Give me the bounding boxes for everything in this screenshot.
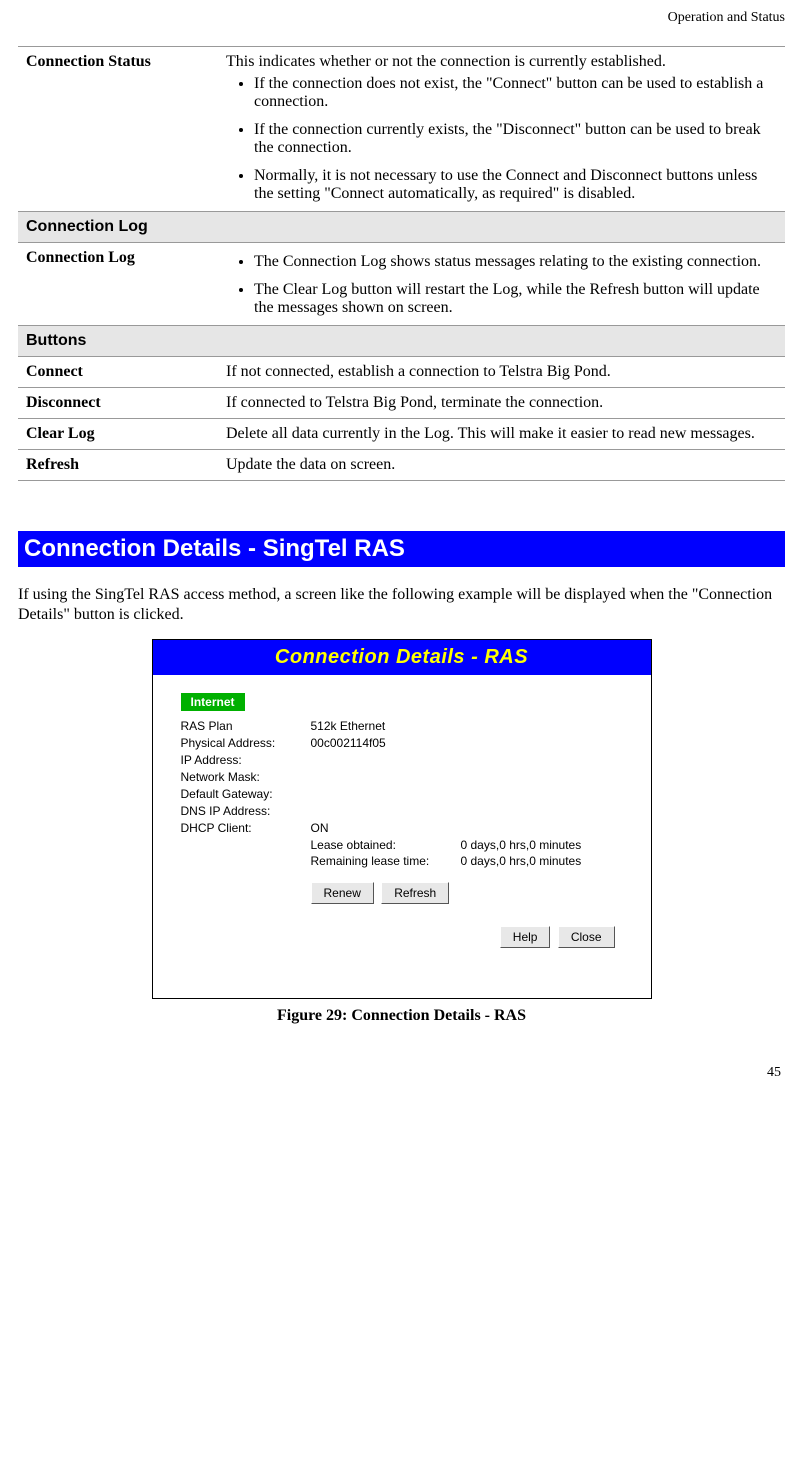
bullet: The Clear Log button will restart the Lo… [254,281,777,317]
row-label: Refresh [18,450,218,481]
lease-block: Lease obtained: 0 days,0 hrs,0 minutes R… [311,838,623,868]
field-row: Default Gateway: [181,787,623,801]
field-key: DNS IP Address: [181,804,311,818]
table-row: Connection Status This indicates whether… [18,47,785,212]
page-header-section: Operation and Status [18,0,785,46]
definitions-table: Connection Status This indicates whether… [18,46,785,481]
row-desc: This indicates whether or not the connec… [218,47,785,212]
button-row-2: Help Close [181,918,623,948]
row-desc: If connected to Telstra Big Pond, termin… [218,388,785,419]
row-desc: The Connection Log shows status messages… [218,243,785,326]
bullet: The Connection Log shows status messages… [254,253,777,271]
table-section-row: Buttons [18,326,785,357]
row-label: Disconnect [18,388,218,419]
table-row: Clear Log Delete all data currently in t… [18,419,785,450]
field-key: IP Address: [181,753,311,767]
intro-paragraph: If using the SingTel RAS access method, … [18,585,785,625]
row-desc: Delete all data currently in the Log. Th… [218,419,785,450]
lease-row: Remaining lease time: 0 days,0 hrs,0 min… [311,854,623,868]
field-row: DNS IP Address: [181,804,623,818]
field-row: Physical Address: 00c002114f05 [181,736,623,750]
row-desc: If not connected, establish a connection… [218,357,785,388]
field-row: RAS Plan 512k Ethernet [181,719,623,733]
field-key: Network Mask: [181,770,311,784]
field-val: 00c002114f05 [311,736,386,750]
bullet: If the connection currently exists, the … [254,121,777,157]
bullet: If the connection does not exist, the "C… [254,75,777,111]
row-label: Connection Status [18,47,218,212]
field-key: Physical Address: [181,736,311,750]
screenshot-body: Internet RAS Plan 512k Ethernet Physical… [153,675,651,998]
row-desc: Update the data on screen. [218,450,785,481]
table-row: Disconnect If connected to Telstra Big P… [18,388,785,419]
row-intro: This indicates whether or not the connec… [226,53,777,71]
field-row: DHCP Client: ON [181,821,623,835]
lease-key: Lease obtained: [311,838,461,852]
screenshot-figure: Connection Details - RAS Internet RAS Pl… [152,639,652,999]
field-val: ON [311,821,329,835]
button-row-1: Renew Refresh [311,874,623,904]
help-button[interactable]: Help [500,926,551,948]
field-key: Default Gateway: [181,787,311,801]
lease-val: 0 days,0 hrs,0 minutes [461,838,582,852]
page-number: 45 [18,1065,785,1091]
row-bullets: The Connection Log shows status messages… [226,253,777,317]
page-heading: Connection Details - SingTel RAS [18,531,785,567]
lease-key: Remaining lease time: [311,854,461,868]
renew-button[interactable]: Renew [311,882,374,904]
figure-caption: Figure 29: Connection Details - RAS [18,1007,785,1025]
close-button[interactable]: Close [558,926,615,948]
row-label: Connect [18,357,218,388]
bullet: Normally, it is not necessary to use the… [254,167,777,203]
table-row: Connection Log The Connection Log shows … [18,243,785,326]
section-header: Connection Log [18,212,785,243]
row-label: Clear Log [18,419,218,450]
refresh-button[interactable]: Refresh [381,882,449,904]
row-label: Connection Log [18,243,218,326]
field-key: DHCP Client: [181,821,311,835]
row-bullets: If the connection does not exist, the "C… [226,75,777,203]
table-row: Refresh Update the data on screen. [18,450,785,481]
field-key: RAS Plan [181,719,311,733]
field-row: IP Address: [181,753,623,767]
table-section-row: Connection Log [18,212,785,243]
field-row: Network Mask: [181,770,623,784]
internet-badge: Internet [181,693,245,711]
field-val: 512k Ethernet [311,719,386,733]
table-row: Connect If not connected, establish a co… [18,357,785,388]
screenshot-title: Connection Details - RAS [153,640,651,675]
lease-val: 0 days,0 hrs,0 minutes [461,854,582,868]
lease-row: Lease obtained: 0 days,0 hrs,0 minutes [311,838,623,852]
section-header: Buttons [18,326,785,357]
